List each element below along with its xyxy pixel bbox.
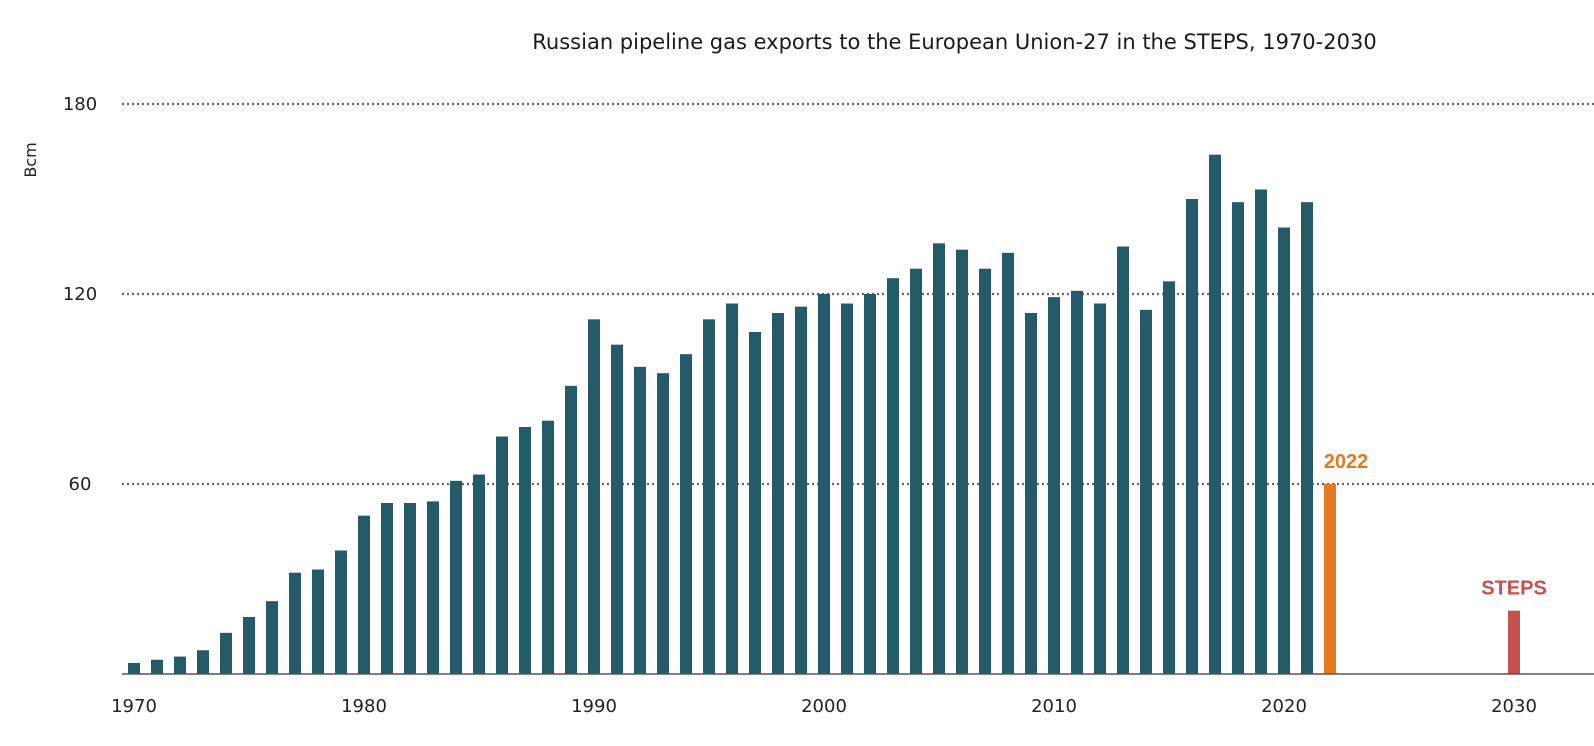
bars <box>128 154 1520 675</box>
bar-1991 <box>611 344 623 674</box>
bar-1976 <box>266 601 278 674</box>
bar-1971 <box>151 659 163 674</box>
bar-2000 <box>818 294 830 674</box>
bar-1972 <box>174 656 186 674</box>
x-tick-label-1970: 1970 <box>111 696 157 717</box>
bar-1986 <box>496 436 508 674</box>
bar-1974 <box>220 632 232 674</box>
bar-1983 <box>427 501 439 674</box>
bar-1978 <box>312 569 324 674</box>
bar-1977 <box>289 572 301 674</box>
y-tick-label-60: 60 <box>69 474 92 495</box>
bar-1984 <box>450 480 462 674</box>
bar-2010 <box>1048 297 1060 674</box>
bar-1998 <box>772 313 784 674</box>
annotation-steps: STEPS <box>1481 578 1547 600</box>
bar-2021 <box>1301 202 1313 674</box>
x-tick-label-2010: 2010 <box>1031 696 1077 717</box>
bar-1993 <box>657 373 669 674</box>
bar-1979 <box>335 550 347 674</box>
bar-2008 <box>1002 252 1014 675</box>
bar-2030 <box>1508 610 1520 674</box>
bar-1970 <box>128 662 140 674</box>
bar-1982 <box>404 503 416 674</box>
x-tick-label-1990: 1990 <box>571 696 617 717</box>
bar-1973 <box>197 650 209 674</box>
bar-1975 <box>243 617 255 674</box>
bar-1989 <box>565 385 577 674</box>
bar-2011 <box>1071 290 1083 674</box>
bar-2007 <box>979 268 991 674</box>
annotation-2022: 2022 <box>1324 451 1369 473</box>
bar-1985 <box>473 474 485 674</box>
bar-1988 <box>542 420 554 674</box>
bar-2001 <box>841 303 853 674</box>
y-tick-label-180: 180 <box>63 94 97 115</box>
y-tick-label-120: 120 <box>63 284 97 305</box>
y-axis-label: Bcm <box>21 142 40 177</box>
bar-2018 <box>1232 202 1244 674</box>
bar-1996 <box>726 303 738 674</box>
labels: 60 120 180 2022 STEPS 1970 1980 1990 2000 2010 202… <box>63 94 1547 717</box>
bar-2012 <box>1094 303 1106 674</box>
bar-2016 <box>1186 199 1198 674</box>
bar-2002 <box>864 294 876 674</box>
bar-1999 <box>795 306 807 674</box>
x-tick-label-2020: 2020 <box>1261 696 1307 717</box>
bar-2014 <box>1140 309 1152 674</box>
bar-2022 <box>1324 484 1336 674</box>
bar-1990 <box>588 319 600 674</box>
bar-2019 <box>1255 189 1267 674</box>
bar-2017 <box>1209 154 1221 674</box>
bar-1987 <box>519 427 531 674</box>
bar-2005 <box>933 243 945 675</box>
bar-1992 <box>634 366 646 674</box>
bar-1980 <box>358 515 370 674</box>
x-tick-label-2030: 2030 <box>1491 696 1537 717</box>
bar-1997 <box>749 332 761 674</box>
bar-2009 <box>1025 313 1037 674</box>
bar-2020 <box>1278 227 1290 674</box>
bar-2003 <box>887 278 899 674</box>
gridlines <box>122 102 1594 486</box>
x-tick-label-2000: 2000 <box>801 696 847 717</box>
bar-1995 <box>703 319 715 674</box>
bar-2006 <box>956 249 968 674</box>
bar-1981 <box>381 503 393 674</box>
x-tick-label-1980: 1980 <box>341 696 387 717</box>
chart-title: Russian pipeline gas exports to the Euro… <box>532 30 1377 54</box>
bar-2004 <box>910 268 922 674</box>
bar-2015 <box>1163 281 1175 674</box>
bar-2013 <box>1117 246 1129 674</box>
bar-1994 <box>680 354 692 674</box>
